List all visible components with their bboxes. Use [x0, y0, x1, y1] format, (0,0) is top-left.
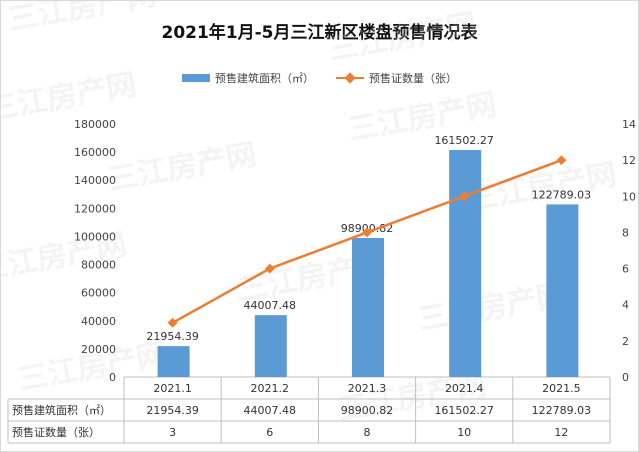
table-cell: 12 — [554, 426, 568, 439]
table-cell: 8 — [364, 426, 371, 439]
bar-data-label: 44007.48 — [244, 299, 297, 312]
table-cell: 44007.48 — [244, 404, 297, 417]
y-right-tick-label: 0 — [622, 371, 629, 384]
table-cell: 6 — [266, 426, 273, 439]
bar-data-label: 122789.03 — [532, 188, 592, 201]
line-point — [264, 263, 275, 274]
watermark-text: 三江房产网 — [5, 0, 159, 38]
bar — [546, 204, 579, 377]
y-right-tick-label: 12 — [622, 154, 636, 167]
table-row-label: 预售证数量（张） — [12, 425, 100, 439]
y-left-tick-label: 40000 — [81, 315, 116, 328]
line-point — [556, 155, 567, 166]
table-cell: 98900.82 — [341, 404, 394, 417]
legend-bar-swatch — [182, 74, 210, 82]
x-category-label: 2021.4 — [445, 382, 484, 395]
legend-item-count: 预售证数量（张） — [336, 70, 457, 86]
bar — [352, 237, 384, 377]
table-row-label: 预售建筑面积（㎡） — [12, 403, 111, 417]
y-right-tick-label: 14 — [622, 118, 636, 131]
line-point — [167, 317, 178, 328]
watermark-text: 三江房产网 — [415, 277, 569, 338]
legend-label-area: 预售建筑面积（㎡） — [215, 72, 314, 85]
line-point — [459, 191, 470, 202]
y-left-tick-label: 80000 — [81, 259, 116, 272]
chart-legend: 预售建筑面积（㎡） 预售证数量（张） — [0, 70, 639, 86]
table-cell: 122789.03 — [532, 404, 592, 417]
y-right-tick-label: 10 — [622, 190, 636, 203]
y-left-tick-label: 160000 — [74, 146, 116, 159]
y-right-tick-label: 8 — [622, 226, 629, 239]
table-cell: 3 — [169, 426, 176, 439]
y-left-tick-label: 180000 — [74, 118, 116, 131]
watermark-text: 三江房产网 — [325, 7, 479, 68]
y-left-tick-label: 60000 — [81, 287, 116, 300]
bar — [157, 346, 190, 377]
bar — [254, 315, 287, 377]
y-right-tick-label: 4 — [622, 299, 629, 312]
bar-data-label: 21954.39 — [146, 330, 199, 343]
watermark-text: 三江房产网 — [105, 137, 259, 198]
y-left-tick-label: 120000 — [74, 202, 116, 215]
y-left-tick-label: 140000 — [74, 174, 116, 187]
y-left-tick-label: 20000 — [81, 343, 116, 356]
legend-item-area: 预售建筑面积（㎡） — [182, 70, 314, 86]
bar — [449, 149, 482, 377]
chart-title: 2021年1月-5月三江新区楼盘预售情况表 — [161, 23, 478, 43]
y-right-tick-label: 6 — [622, 263, 629, 276]
x-category-label: 2021.2 — [251, 382, 290, 395]
table-cell: 21954.39 — [146, 404, 199, 417]
x-category-label: 2021.5 — [542, 382, 581, 395]
table-cell: 10 — [457, 426, 471, 439]
y-right-tick-label: 2 — [622, 335, 629, 348]
legend-line-swatch — [336, 72, 364, 84]
y-left-tick-label: 0 — [109, 371, 116, 384]
bar-data-label: 161502.27 — [434, 134, 494, 147]
x-category-label: 2021.3 — [348, 382, 387, 395]
watermark-text: 三江房产网 — [0, 67, 139, 128]
x-category-label: 2021.1 — [153, 382, 192, 395]
y-left-tick-label: 100000 — [74, 230, 116, 243]
table-cell: 161502.27 — [434, 404, 494, 417]
line-point — [362, 227, 372, 238]
legend-label-count: 预售证数量（张） — [369, 72, 457, 85]
